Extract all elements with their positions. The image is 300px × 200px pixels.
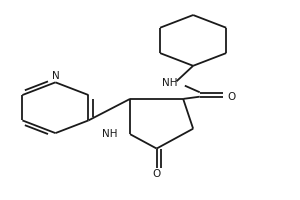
Text: NH: NH [162,78,178,88]
Text: O: O [227,92,236,102]
Text: O: O [152,169,161,179]
Text: N: N [52,71,59,81]
Text: NH: NH [102,129,118,139]
